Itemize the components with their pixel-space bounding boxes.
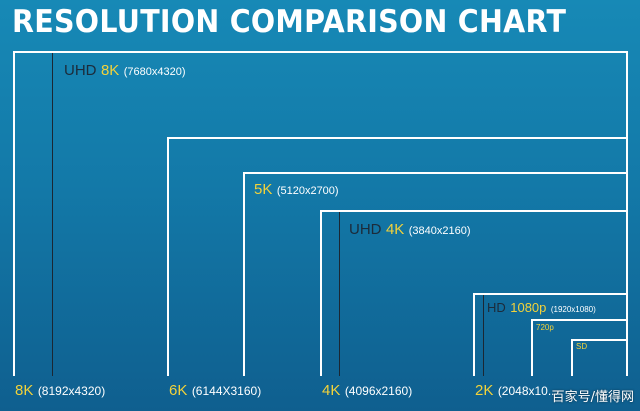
marker-line-uhd-8k: [52, 53, 53, 376]
bottom-label-4k-name: 4K: [322, 382, 341, 399]
label-hd-1080: HD 1080p (1920x1080): [487, 300, 596, 316]
label-720p: 720p: [536, 323, 554, 332]
watermark: 百家号/懂得网: [551, 390, 634, 405]
chart-title: RESOLUTION COMPARISON CHART: [12, 4, 567, 40]
label-uhd-4k-name: 4K: [385, 221, 405, 238]
bottom-label-8k: 8K (8192x4320): [15, 383, 105, 399]
label-5k: 5K (5120x2700): [254, 182, 339, 198]
bottom-label-6k-res: (6144X3160): [191, 384, 262, 398]
marker-line-hd-1080: [483, 295, 484, 376]
label-uhd-8k-res: (7680x4320): [123, 66, 186, 78]
label-uhd-4k-res: (3840x2160): [408, 225, 471, 237]
bottom-label-4k: 4K (4096x2160): [322, 383, 412, 399]
label-sd: SD: [576, 342, 588, 351]
label-hd-prefix: HD: [487, 300, 506, 315]
box-sd: [571, 339, 628, 376]
bottom-label-4k-res: (4096x2160): [344, 384, 413, 398]
label-uhd-8k-prefix: UHD: [64, 62, 97, 79]
bottom-label-8k-res: (8192x4320): [37, 384, 106, 398]
label-5k-res: (5120x2700): [276, 185, 339, 197]
label-1080p-name: 1080p: [510, 300, 547, 315]
bottom-label-6k: 6K (6144X3160): [169, 383, 261, 399]
bottom-label-6k-name: 6K: [169, 382, 188, 399]
marker-line-uhd-4k: [339, 212, 340, 376]
label-1080p-res: (1920x1080): [550, 305, 596, 314]
label-uhd-4k-prefix: UHD: [349, 221, 382, 238]
bottom-label-2k-name: 2K: [475, 382, 494, 399]
label-uhd-8k: UHD 8K (7680x4320): [64, 63, 186, 79]
bottom-label-8k-name: 8K: [15, 382, 34, 399]
label-uhd-8k-name: 8K: [100, 62, 120, 79]
bottom-label-2k-res: (2048x10...: [497, 384, 558, 398]
bottom-label-2k: 2K (2048x10...: [475, 383, 558, 399]
label-uhd-4k: UHD 4K (3840x2160): [349, 222, 471, 238]
label-5k-name: 5K: [254, 181, 273, 198]
